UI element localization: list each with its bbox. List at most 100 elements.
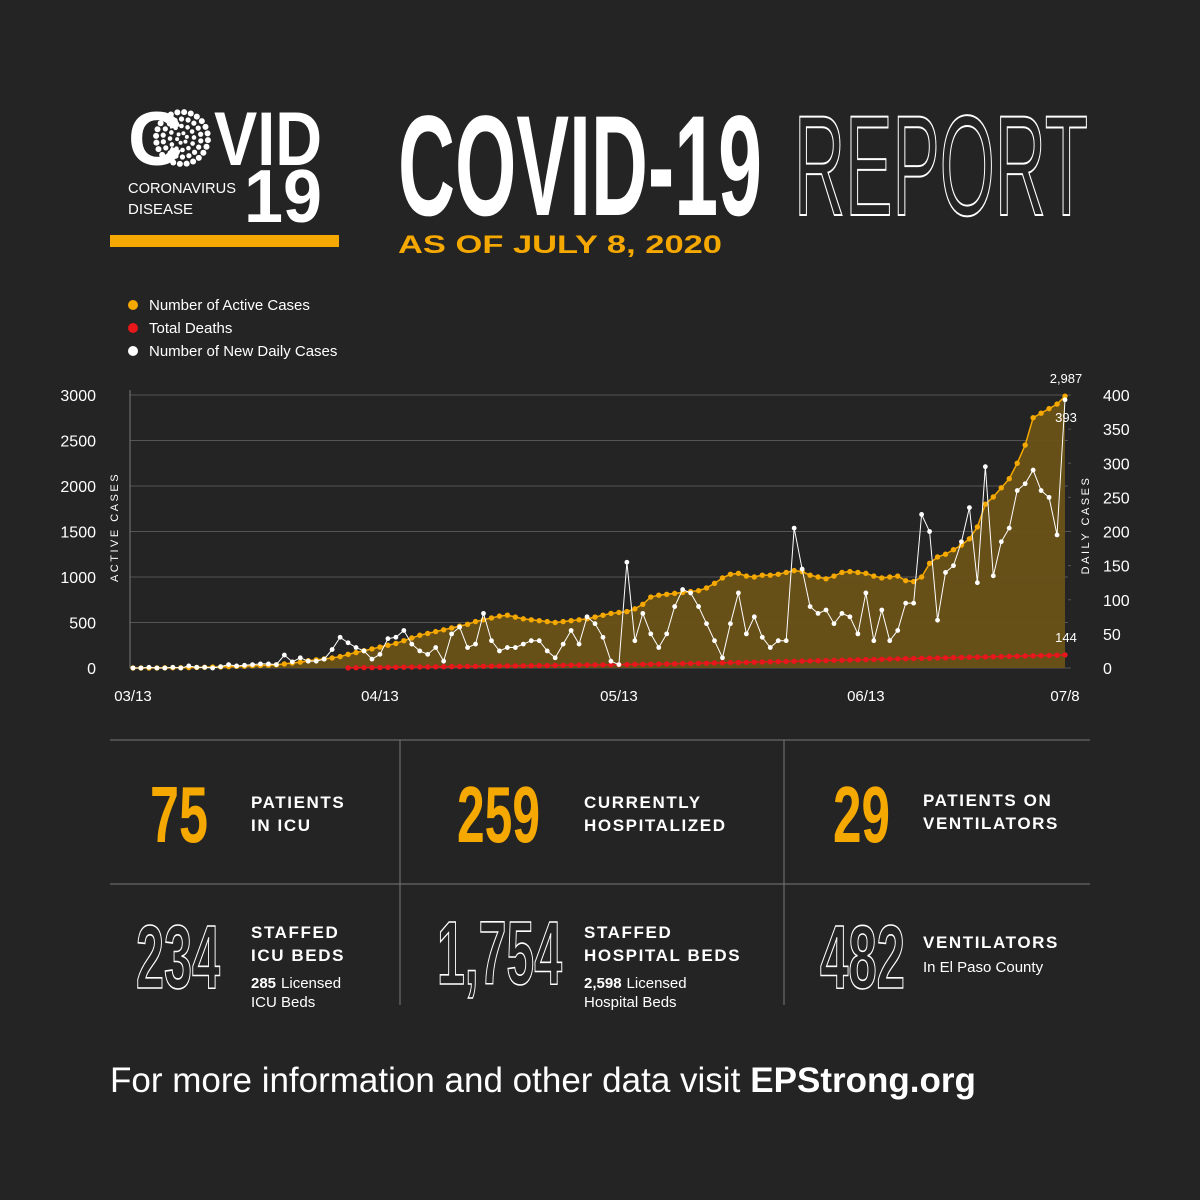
stat-note-number: 285 [251,975,276,992]
logo-dot [175,137,180,142]
logo-dot [160,139,166,145]
data-point [895,573,901,579]
data-point [481,611,486,616]
data-point [448,663,455,670]
logo-dot [183,160,190,167]
logo-dot [186,153,192,159]
data-point [902,577,909,584]
data-point [544,662,550,669]
logo-dot [195,125,201,131]
data-point [879,575,885,581]
data-point [536,638,542,644]
data-point [258,661,263,667]
logo-bar [110,235,339,247]
data-point [767,645,773,650]
stat-note-text: Licensed [627,975,687,992]
logo-dot [167,111,174,118]
data-point [576,641,582,647]
data-point [337,653,343,660]
data-point [624,559,630,565]
data-label: 393 [1055,410,1077,425]
data-point [783,569,789,576]
data-point [1030,415,1036,421]
logo-dot [183,139,188,144]
y2-tick-label: 300 [1103,456,1130,473]
data-point [871,573,877,579]
data-point [958,654,965,661]
data-point [385,642,391,648]
stat-label: ICU BEDS [251,946,345,965]
data-point [1030,467,1036,473]
data-point [967,505,972,511]
legend-label: Number of New Daily Cases [149,343,337,360]
x-tick-label: 06/13 [847,688,885,705]
data-point [608,658,614,664]
logo-dot [162,115,169,122]
logo-dot [187,110,194,117]
data-point [496,613,503,619]
logo-dot [170,159,177,166]
data-point [720,655,725,661]
data-point [672,604,678,609]
data-point [544,648,550,654]
data-point [345,640,351,646]
logo-dot [178,116,185,122]
stat-value: 482 [820,908,905,1008]
data-point [998,485,1004,491]
data-point [1030,653,1036,659]
data-point [592,614,598,620]
logo-dot [174,109,181,116]
data-point [329,655,335,661]
data-point [202,664,208,670]
data-point [807,604,813,609]
logo-dot [198,138,204,144]
stat-note-text: Hospital Beds [584,994,677,1011]
stat-value: 29 [833,770,890,859]
data-point [353,649,359,656]
data-point [791,525,797,531]
series-line [133,395,1066,669]
logo-dot [157,120,164,127]
logo-dot [198,131,204,137]
data-point [648,661,654,667]
data-point [536,617,542,624]
data-point [528,638,534,644]
data-point [448,625,455,631]
data-point [552,662,558,669]
data-point [648,594,654,600]
data-point [281,652,287,658]
data-point [544,618,550,625]
data-point [608,662,614,668]
data-point [456,663,463,670]
data-point [528,663,534,669]
data-point [640,661,646,667]
data-label: 2,987 [1050,371,1083,386]
data-point [966,654,973,660]
logo-dot [204,130,211,137]
data-point [472,663,479,670]
logo-dot [179,123,184,129]
data-point [377,664,383,671]
data-point [433,664,439,670]
data-point [480,663,487,669]
logo-dot [166,121,173,127]
data-point [440,627,447,633]
data-point [703,585,710,591]
data-point [695,587,702,594]
footer-link: EPStrong.org [750,1061,976,1100]
data-point [927,529,932,534]
data-point [488,663,495,669]
data-point [496,663,503,669]
y2-tick-label: 150 [1103,559,1130,576]
data-point [592,662,598,668]
logo-dot [186,145,191,151]
logo-dot [185,117,191,123]
logo-dot [167,150,173,156]
logo-dot [202,123,209,130]
data-point [934,554,941,560]
data-point [433,628,439,635]
data-point [1046,405,1052,412]
data-point [736,590,741,596]
data-point [369,646,375,652]
y2-tick-label: 100 [1103,593,1130,610]
